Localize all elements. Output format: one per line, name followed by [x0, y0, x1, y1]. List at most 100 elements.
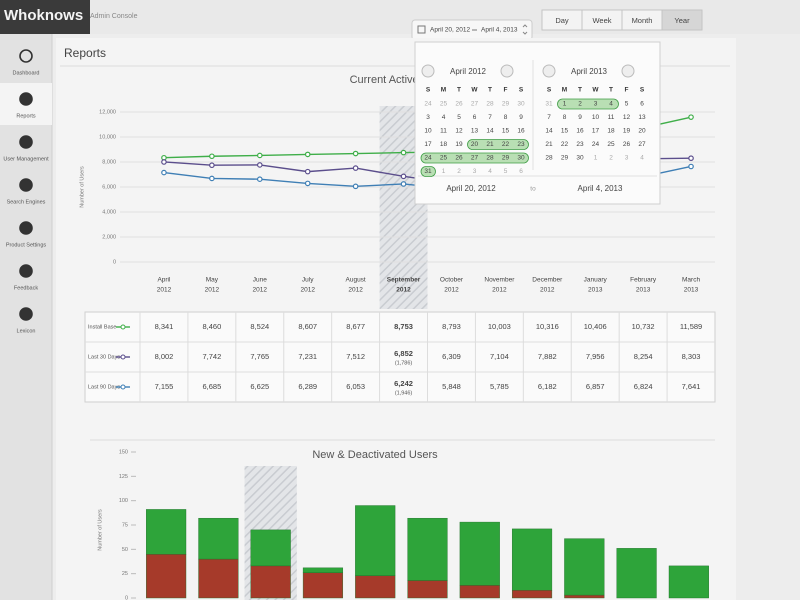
- day[interactable]: 15: [502, 128, 510, 135]
- day[interactable]: 4: [442, 114, 446, 121]
- day[interactable]: 29: [502, 101, 510, 108]
- bar: [146, 554, 187, 599]
- day[interactable]: 28: [486, 155, 494, 162]
- day[interactable]: 3: [625, 155, 629, 162]
- day[interactable]: 9: [578, 114, 582, 121]
- day[interactable]: 3: [426, 114, 430, 121]
- day[interactable]: 1: [442, 168, 446, 175]
- day[interactable]: 15: [561, 128, 569, 135]
- day[interactable]: 12: [623, 114, 631, 121]
- day[interactable]: 19: [623, 128, 631, 135]
- period-button[interactable]: [661, 9, 703, 31]
- table-value: 8,341: [155, 322, 174, 331]
- day[interactable]: 10: [592, 114, 600, 121]
- day[interactable]: 20: [638, 128, 646, 135]
- day[interactable]: 28: [486, 101, 494, 108]
- day[interactable]: 13: [638, 114, 646, 121]
- table-value: 6,824: [634, 382, 653, 391]
- day[interactable]: 5: [457, 114, 461, 121]
- day[interactable]: 2: [578, 101, 582, 108]
- day[interactable]: 16: [517, 128, 525, 135]
- day[interactable]: 17: [592, 128, 600, 135]
- table-value: 7,512: [346, 352, 365, 361]
- day[interactable]: 26: [455, 155, 463, 162]
- day[interactable]: 13: [471, 128, 479, 135]
- day[interactable]: 10: [424, 128, 432, 135]
- weekday: W: [592, 87, 599, 94]
- day[interactable]: 21: [486, 141, 494, 148]
- day[interactable]: 11: [440, 128, 447, 135]
- day[interactable]: 31: [545, 101, 553, 108]
- day[interactable]: 24: [424, 155, 432, 162]
- day[interactable]: 30: [517, 101, 525, 108]
- day[interactable]: 22: [561, 141, 569, 148]
- day[interactable]: 22: [502, 141, 510, 148]
- legend-dot: [120, 324, 126, 330]
- nav-item[interactable]: Reports: [16, 92, 36, 119]
- day[interactable]: 29: [561, 155, 569, 162]
- day[interactable]: 18: [440, 141, 448, 148]
- nav-item[interactable]: Dashboard: [13, 49, 40, 76]
- day[interactable]: 27: [638, 141, 646, 148]
- day[interactable]: 23: [576, 141, 584, 148]
- nav-item[interactable]: Lexicon: [17, 307, 36, 334]
- day[interactable]: 8: [563, 114, 567, 121]
- day[interactable]: 17: [424, 141, 432, 148]
- prev-button[interactable]: [542, 64, 556, 78]
- day[interactable]: 27: [471, 155, 479, 162]
- day[interactable]: 7: [488, 114, 492, 121]
- day[interactable]: 20: [471, 141, 479, 148]
- day[interactable]: 26: [455, 101, 463, 108]
- day[interactable]: 6: [519, 168, 523, 175]
- day[interactable]: 1: [563, 101, 567, 108]
- day[interactable]: 18: [607, 128, 615, 135]
- day[interactable]: 12: [455, 128, 463, 135]
- day[interactable]: 27: [471, 101, 479, 108]
- day[interactable]: 14: [486, 128, 494, 135]
- day[interactable]: 6: [640, 101, 644, 108]
- day[interactable]: 31: [424, 168, 432, 175]
- day[interactable]: 24: [424, 101, 432, 108]
- day[interactable]: 25: [440, 101, 448, 108]
- day[interactable]: 2: [457, 168, 461, 175]
- day[interactable]: 11: [608, 114, 615, 121]
- prev-button[interactable]: [421, 64, 435, 78]
- next-button[interactable]: [621, 64, 635, 78]
- day[interactable]: 1: [594, 155, 598, 162]
- day[interactable]: 21: [545, 141, 553, 148]
- nav-label: Reports: [16, 113, 36, 119]
- nav-item[interactable]: User Management: [3, 135, 49, 162]
- day[interactable]: 5: [504, 168, 508, 175]
- day[interactable]: 30: [517, 155, 525, 162]
- day[interactable]: 30: [576, 155, 584, 162]
- day[interactable]: 26: [623, 141, 631, 148]
- day[interactable]: 4: [488, 168, 492, 175]
- day[interactable]: 25: [440, 155, 448, 162]
- table-value: 5,785: [490, 382, 509, 391]
- day[interactable]: 7: [547, 114, 551, 121]
- day[interactable]: 29: [502, 155, 510, 162]
- day[interactable]: 5: [625, 101, 629, 108]
- day[interactable]: 4: [640, 155, 644, 162]
- day[interactable]: 16: [576, 128, 584, 135]
- day[interactable]: 6: [473, 114, 477, 121]
- next-button[interactable]: [500, 64, 514, 78]
- day[interactable]: 28: [545, 155, 553, 162]
- table-note: (1,946): [395, 390, 413, 396]
- nav-item[interactable]: Search Engines: [7, 178, 46, 205]
- day[interactable]: 19: [455, 141, 463, 148]
- day[interactable]: 25: [607, 141, 615, 148]
- nav-item[interactable]: Product Settings: [6, 221, 47, 248]
- period-label: Year: [674, 16, 690, 25]
- day[interactable]: 9: [519, 114, 523, 121]
- day[interactable]: 14: [545, 128, 553, 135]
- day[interactable]: 2: [609, 155, 613, 162]
- day[interactable]: 23: [517, 141, 525, 148]
- day[interactable]: 24: [592, 141, 600, 148]
- day[interactable]: 4: [609, 101, 613, 108]
- table-value: 8,460: [202, 322, 221, 331]
- day[interactable]: 3: [594, 101, 598, 108]
- day[interactable]: 8: [504, 114, 508, 121]
- nav-item[interactable]: Feedback: [14, 264, 38, 291]
- day[interactable]: 3: [473, 168, 477, 175]
